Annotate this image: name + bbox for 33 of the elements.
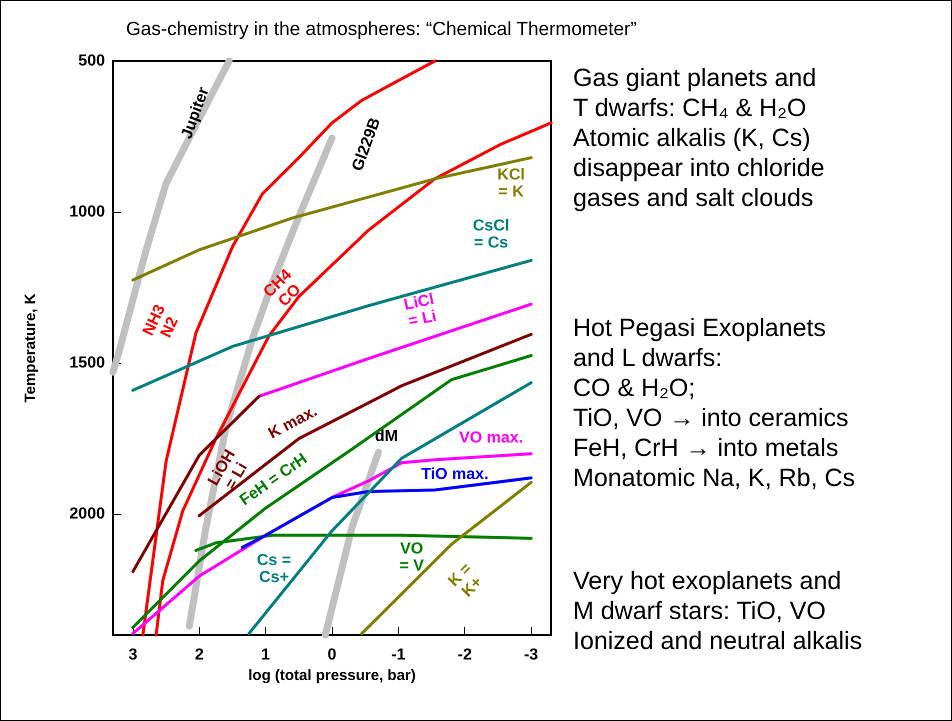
series-label: KCl = K: [497, 166, 525, 201]
text: Gas giant planets and T dwarfs: CH₄ & H₂O Atomic alkalis (K, Cs) disappear into chloride gases and salt clouds: [573, 63, 826, 213]
text: Hot Pegasi Exoplanets and L dwarfs: CO & H₂O; TiO, VO → into ceramics FeH, CrH → into metals Monatomic Na, K, Rb, Cs: [573, 313, 856, 493]
line-series: [131, 354, 533, 629]
text: NH3 N2: [140, 302, 182, 340]
text: K max.: [266, 402, 320, 442]
text: Jupiter: [178, 85, 213, 142]
series-label: Cs = Cs+: [256, 552, 292, 586]
y-tick-label: 1000: [69, 204, 106, 221]
x-tick-label: -1: [391, 646, 406, 664]
line-series: [131, 258, 533, 392]
text: Gl229B: [349, 116, 384, 174]
y-tick-label: 500: [78, 52, 106, 70]
x-tick-label: -2: [458, 646, 472, 664]
chart-title: Gas-chemistry in the atmospheres: “Chemical Thermometer”: [126, 19, 637, 40]
text: K = K+: [445, 560, 486, 601]
text: LiCl = Li: [402, 291, 438, 330]
x-axis-title: log (total pressure, bar): [248, 666, 416, 684]
series-label: CsCl = Cs: [472, 217, 510, 252]
text: Very hot exoplanets and M dwarf stars: TiO, VO Ionized and neutral alkalis: [573, 566, 864, 656]
series-label: VO max.: [459, 430, 524, 447]
series-label: dM: [374, 428, 398, 446]
x-tick-label: 2: [194, 646, 204, 664]
x-tick-label: 3: [128, 646, 138, 664]
y-tick-label: 2000: [69, 506, 106, 523]
series-label: TiO max.: [421, 466, 489, 483]
y-axis-title: Temperature, K: [22, 293, 39, 402]
x-tick-label: 1: [261, 646, 270, 664]
x-tick-label: -3: [524, 646, 538, 664]
line-series: [198, 332, 533, 518]
y-tick-label: 1500: [69, 354, 106, 372]
x-tick-label: 0: [328, 646, 337, 664]
series-label: VO = V: [399, 540, 424, 574]
